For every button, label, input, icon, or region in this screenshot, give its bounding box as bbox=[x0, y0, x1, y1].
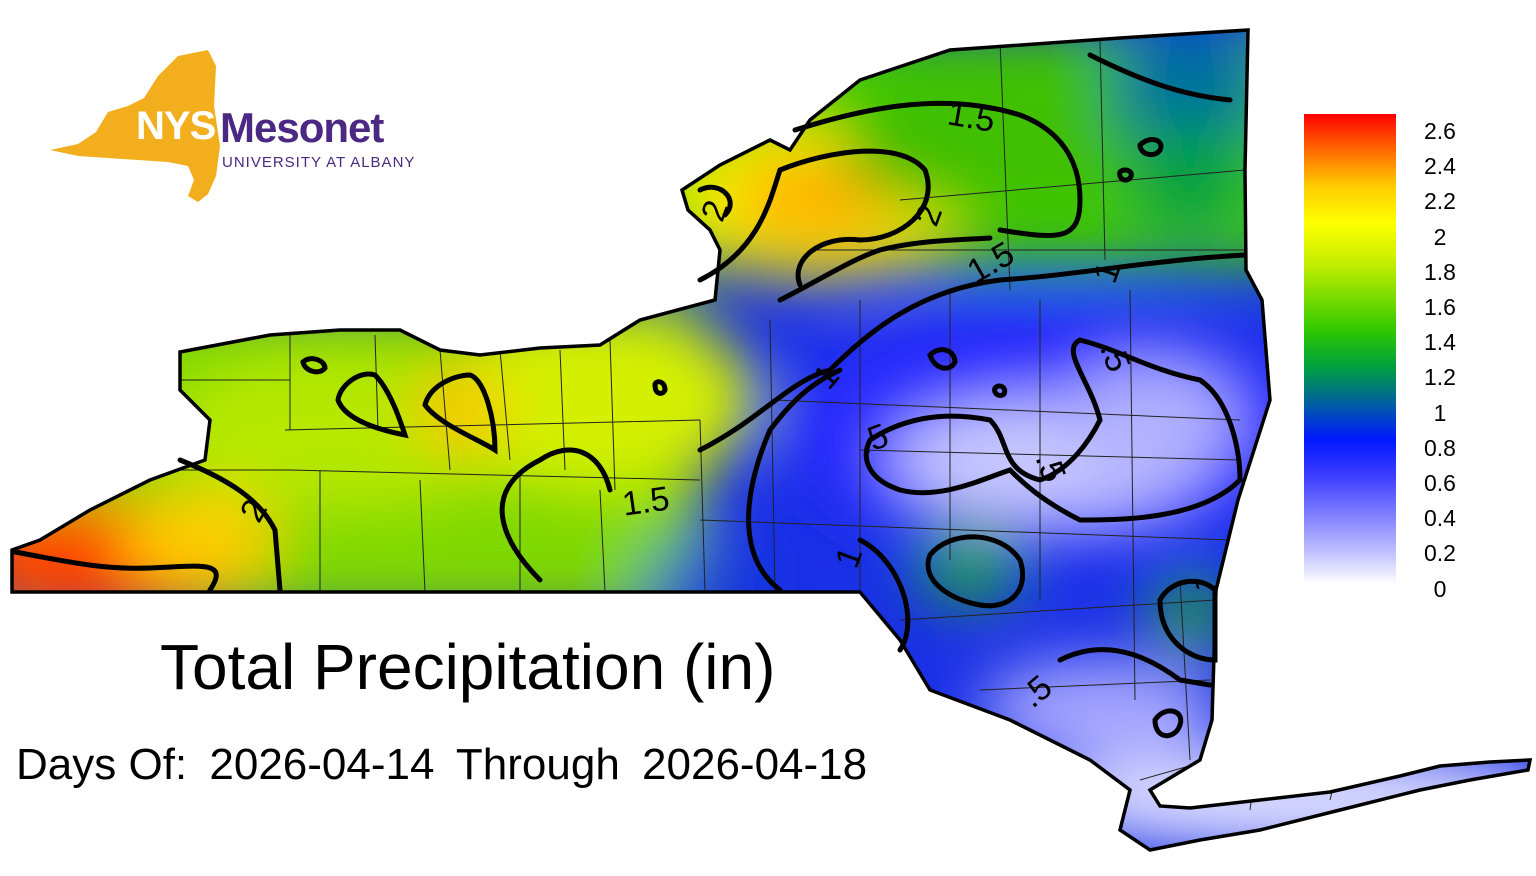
legend-color-bar bbox=[1304, 114, 1396, 584]
legend-tick-label: 1.2 bbox=[1424, 364, 1456, 391]
legend-tick-label: 1.4 bbox=[1424, 329, 1456, 356]
legend-tick-label: 0.4 bbox=[1424, 505, 1456, 532]
date-separator: Through bbox=[455, 740, 620, 789]
ny-state-silhouette-icon bbox=[50, 50, 220, 202]
contour-label: 1.5 bbox=[945, 94, 998, 140]
legend-tick-label: 0.6 bbox=[1424, 470, 1456, 496]
date-range: Days Of: 2026-04-14 Through 2026-04-18 bbox=[16, 740, 877, 790]
date-prefix: Days Of: bbox=[16, 740, 188, 789]
legend-tick-label: 1.6 bbox=[1424, 294, 1456, 320]
legend-tick-label: 0.2 bbox=[1424, 540, 1456, 567]
legend-tick-label: 2.4 bbox=[1424, 153, 1456, 180]
date-start: 2026-04-14 bbox=[209, 740, 435, 789]
legend-tick-label: 2 bbox=[1433, 223, 1447, 250]
contour-label: 1.5 bbox=[620, 479, 672, 523]
date-end: 2026-04-18 bbox=[642, 740, 868, 789]
logo-nys: NYS bbox=[136, 104, 216, 148]
logo-university: UNIVERSITY AT ALBANY bbox=[222, 154, 416, 171]
legend-tick-label: 0.8 bbox=[1424, 434, 1456, 461]
legend-tick-label: 2.6 bbox=[1424, 118, 1456, 144]
map-title: Total Precipitation (in) bbox=[160, 631, 776, 703]
legend-tick-label: 0 bbox=[1433, 575, 1447, 602]
legend-tick-label: 1.8 bbox=[1424, 258, 1456, 285]
legend-tick-label: 2.2 bbox=[1424, 188, 1456, 215]
nys-mesonet-logo bbox=[48, 46, 408, 206]
legend-tick-label: 1 bbox=[1433, 399, 1447, 426]
logo-mesonet: Mesonet bbox=[220, 104, 384, 151]
contour-lines bbox=[12, 52, 1248, 739]
